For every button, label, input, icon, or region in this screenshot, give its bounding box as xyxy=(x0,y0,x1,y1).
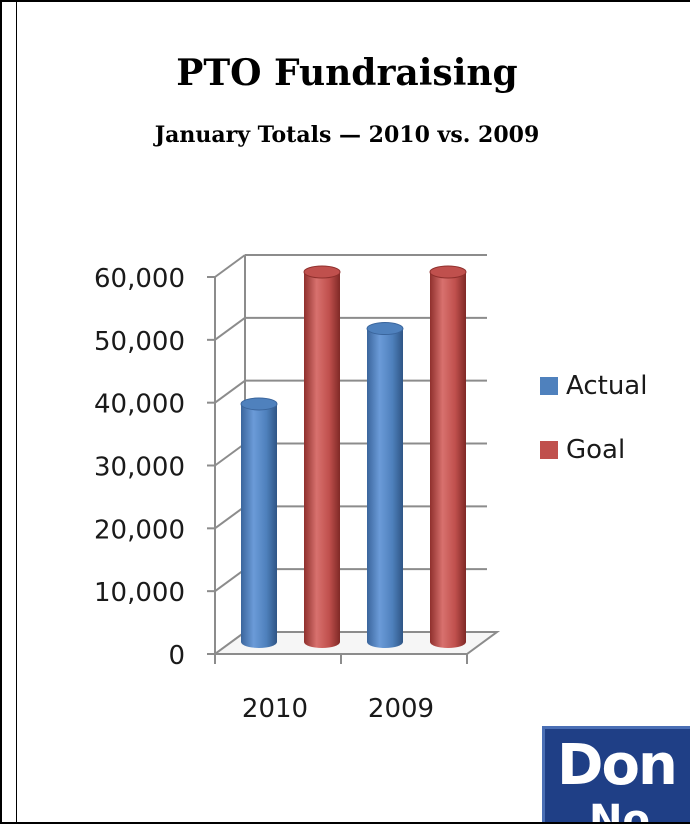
legend: Actual Goal xyxy=(540,370,647,498)
chart-title: PTO Fundraising xyxy=(176,52,518,94)
bar-top-goal-2010 xyxy=(303,265,341,279)
bar-actual-2009 xyxy=(367,328,403,648)
legend-item-actual: Actual xyxy=(540,370,647,402)
x-tick-label: 2009 xyxy=(368,694,434,724)
y-tick-label: 0 xyxy=(168,641,185,671)
y-tick-label: 40,000 xyxy=(94,390,185,420)
bar-top-actual-2009 xyxy=(366,322,404,336)
bar-top-goal-2009 xyxy=(429,265,467,279)
side-gridline xyxy=(214,505,246,530)
y-tick-label: 20,000 xyxy=(94,515,185,545)
x-tick-label: 2010 xyxy=(242,694,308,724)
side-gridline xyxy=(214,442,246,467)
donate-now-badge[interactable]: Don No xyxy=(542,726,690,824)
y-tick-label: 50,000 xyxy=(94,327,185,357)
bar-goal-2009 xyxy=(430,272,466,648)
side-gridline xyxy=(214,568,246,592)
side-gridline xyxy=(214,317,246,341)
legend-swatch-goal xyxy=(540,441,558,459)
bar-goal-2010 xyxy=(304,272,340,648)
y-tick-label: 10,000 xyxy=(94,578,185,608)
legend-swatch-actual xyxy=(540,377,558,395)
y-tick-label: 30,000 xyxy=(94,453,185,483)
chart-subtitle: January Totals — 2010 vs. 2009 xyxy=(154,122,540,148)
legend-label-goal: Goal xyxy=(566,435,626,465)
legend-item-goal: Goal xyxy=(540,434,647,466)
side-gridline xyxy=(214,254,246,278)
side-gridline xyxy=(214,379,246,404)
bar-actual-2010 xyxy=(241,403,277,648)
legend-label-actual: Actual xyxy=(566,371,648,401)
bar-top-actual-2010 xyxy=(240,397,278,411)
y-tick-label: 60,000 xyxy=(94,264,185,294)
frame-border xyxy=(16,2,17,822)
badge-text-2: No xyxy=(589,797,650,824)
badge-text: Don xyxy=(557,733,678,798)
chart-floor xyxy=(211,631,501,655)
